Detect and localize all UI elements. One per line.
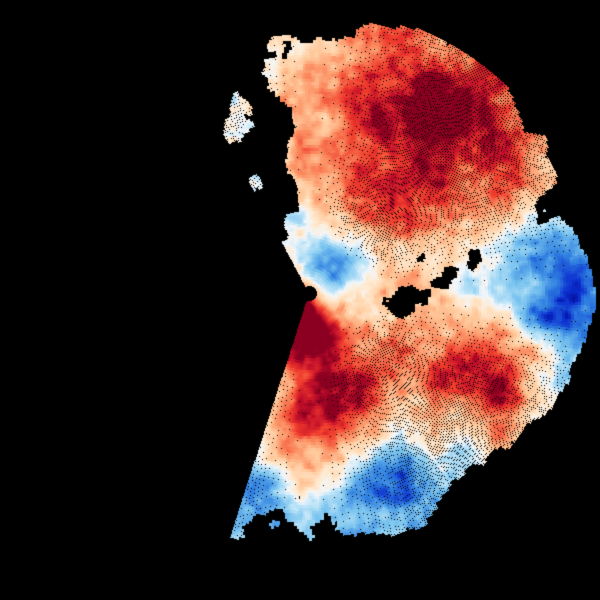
radar-sweep-canvas	[0, 0, 600, 600]
radar-velocity-figure	[0, 0, 600, 600]
